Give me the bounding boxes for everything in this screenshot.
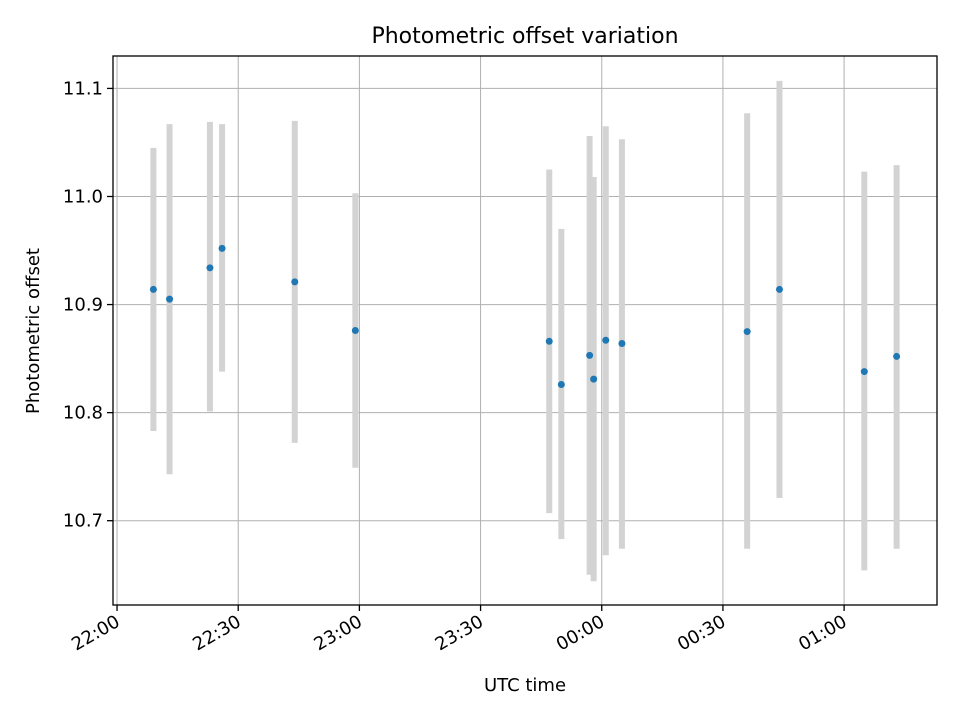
y-tick-label: 11.1 [63, 78, 103, 99]
data-point [291, 278, 299, 286]
y-axis-label: Photometric offset [23, 248, 44, 414]
data-point [602, 336, 610, 344]
data-point [206, 264, 214, 272]
data-point [166, 295, 174, 303]
y-axis: 10.7 10.8 10.9 11.0 11.1 [63, 78, 113, 532]
data-points [149, 244, 901, 389]
chart-title: Photometric offset variation [371, 24, 678, 49]
data-point [557, 381, 565, 389]
data-point [218, 244, 226, 252]
data-point [149, 285, 157, 293]
plot-frame [112, 55, 938, 606]
grid-lines [113, 56, 937, 605]
data-point [618, 339, 626, 347]
y-tick-label: 10.7 [63, 511, 103, 532]
data-point [586, 351, 594, 359]
data-point [743, 328, 751, 336]
data-point [893, 352, 901, 360]
x-axis-label: UTC time [484, 675, 566, 696]
data-point [351, 327, 359, 334]
data-point [545, 337, 553, 345]
y-tick-label: 10.9 [63, 295, 103, 316]
y-tick-label: 11.0 [63, 186, 103, 207]
y-tick-label: 10.8 [63, 403, 103, 424]
data-point [860, 368, 868, 376]
data-point [590, 375, 598, 383]
data-point [775, 285, 783, 293]
